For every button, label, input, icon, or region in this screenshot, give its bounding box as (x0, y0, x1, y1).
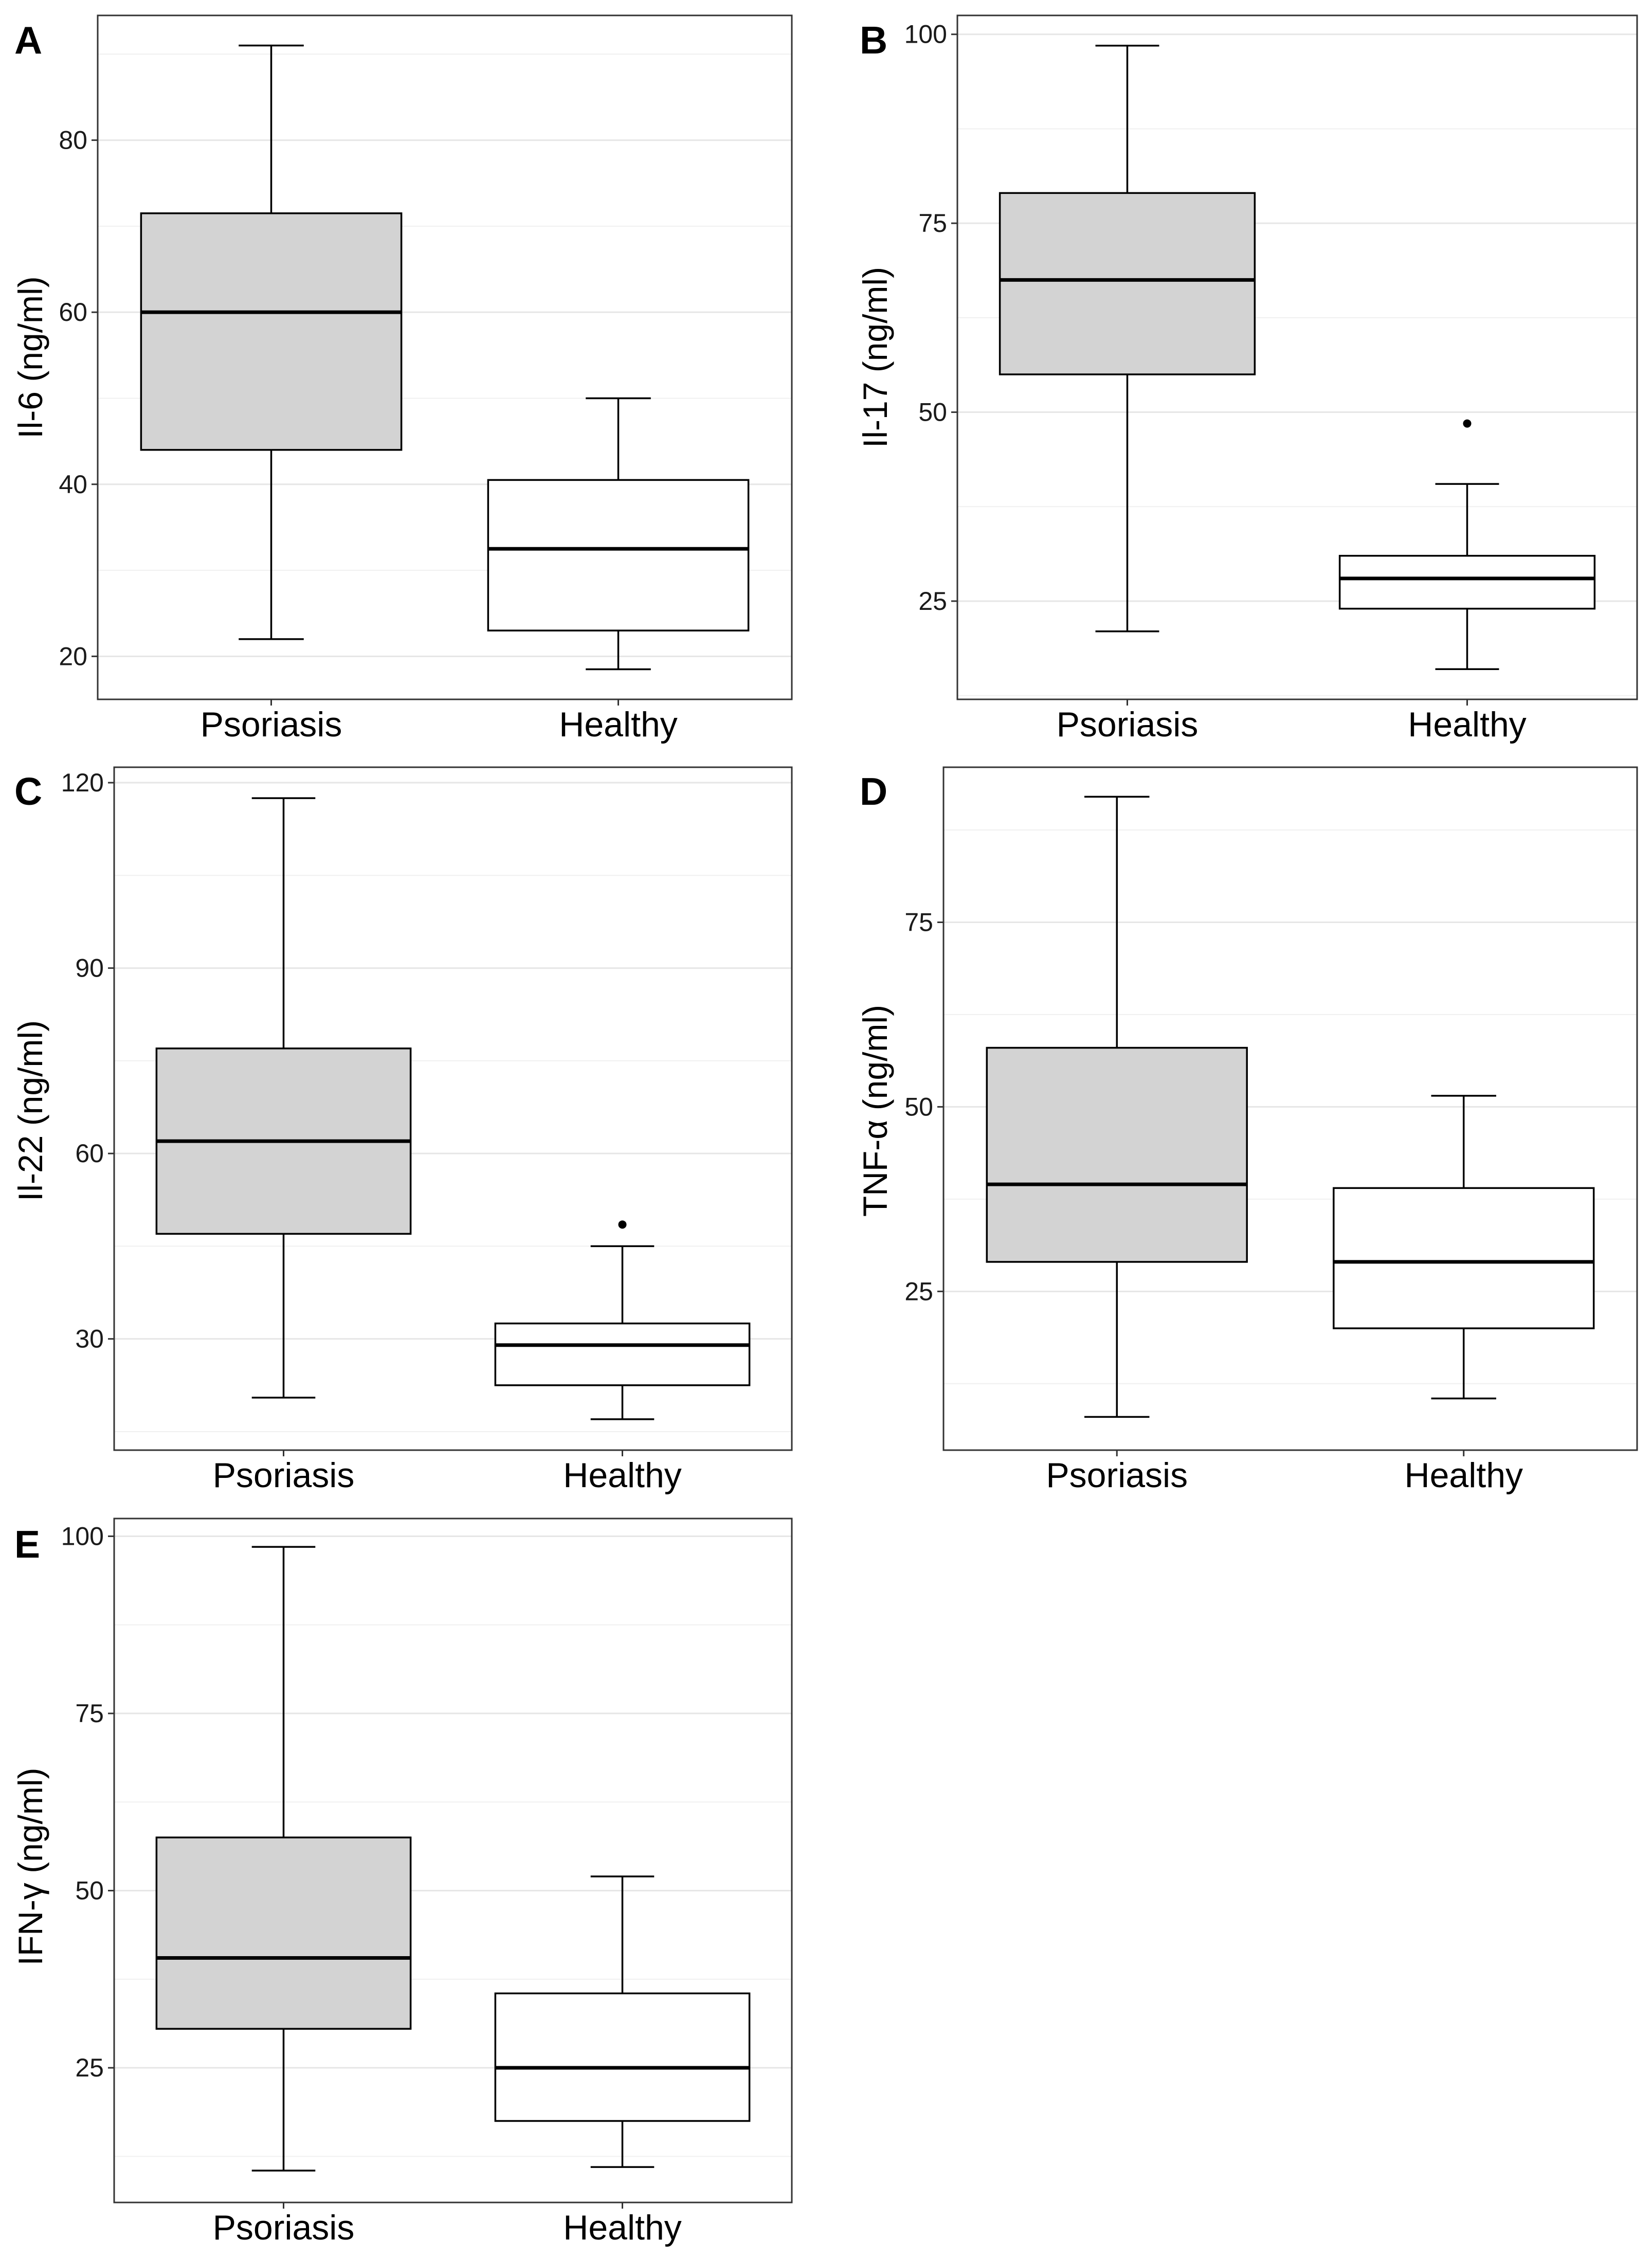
outlier-point (618, 1220, 627, 1229)
x-category-label: Healthy (563, 1456, 682, 1495)
y-axis-title: Il-22 (ng/ml) (11, 1020, 49, 1201)
y-tick-label: 80 (59, 126, 87, 155)
x-category-label: Psoriasis (213, 1456, 355, 1495)
panel-e: E IFN-γ (ng/ml) 25 50 75 100 Psoriasis Health… (11, 1518, 793, 2247)
y-tick-label: 90 (75, 954, 104, 983)
panel-letter-d: D (860, 770, 887, 813)
iqr-box (1338, 555, 1596, 610)
y-tick-label: 75 (904, 908, 933, 936)
iqr-box (487, 479, 750, 631)
panel-c: C Il-22 (ng/ml) 30 60 90 120 Psoriasis Health… (11, 766, 793, 1495)
iqr-box (986, 1046, 1248, 1263)
box-psoriasis (155, 1546, 412, 2172)
panel-b: B Il-17 (ng/ml) 25 50 75 100 Psoriasis Health… (856, 14, 1638, 744)
iqr-box (999, 192, 1256, 375)
y-tick-label: 25 (75, 2053, 104, 2082)
y-axis-title: Il-6 (ng/ml) (11, 276, 49, 438)
outlier-point (1463, 419, 1472, 428)
box-healthy (494, 1220, 751, 1420)
x-category-label: Psoriasis (1057, 705, 1199, 744)
y-axis-title: IFN-γ (ng/ml) (11, 1768, 49, 1966)
box-healthy (487, 397, 750, 671)
y-tick-label: 120 (61, 768, 104, 797)
y-tick-label: 50 (904, 1092, 933, 1121)
y-tick-label: 25 (904, 1277, 933, 1306)
iqr-box (140, 212, 403, 451)
iqr-box (155, 1836, 412, 2030)
y-tick-label: 60 (59, 298, 87, 327)
panel-letter-e: E (14, 1523, 40, 1566)
box-psoriasis (986, 796, 1248, 1418)
y-tick-label: 30 (75, 1325, 104, 1353)
plot-frame (97, 14, 793, 700)
plot-frame (942, 766, 1638, 1451)
box-psoriasis (155, 797, 412, 1399)
box-psoriasis (999, 45, 1256, 633)
y-tick-label: 20 (59, 642, 87, 671)
y-tick-label: 75 (918, 209, 947, 238)
box-healthy (494, 1875, 751, 2168)
box-psoriasis (140, 44, 403, 640)
y-tick-label: 75 (75, 1699, 104, 1728)
y-tick-label: 40 (59, 470, 87, 499)
panel-letter-b: B (860, 19, 887, 62)
x-category-label: Healthy (559, 705, 678, 744)
y-tick-label: 50 (918, 398, 947, 427)
x-category-label: Psoriasis (213, 2208, 355, 2247)
x-category-label: Healthy (563, 2208, 682, 2247)
y-tick-label: 50 (75, 1876, 104, 1905)
y-axis-title: Il-17 (ng/ml) (856, 267, 894, 448)
panel-letter-a: A (14, 19, 42, 62)
plot-frame (113, 1518, 793, 2203)
y-tick-label: 60 (75, 1139, 104, 1168)
panel-letter-c: C (14, 770, 42, 813)
plot-frame (113, 766, 793, 1451)
y-tick-label: 100 (904, 20, 947, 49)
panel-a: A Il-6 (ng/ml) 20 40 60 80 Psoriasis Healthy (11, 14, 793, 744)
y-tick-label: 25 (918, 587, 947, 616)
iqr-box (494, 1992, 751, 2122)
box-healthy (1333, 1095, 1595, 1400)
x-category-label: Healthy (1404, 1456, 1523, 1495)
x-category-label: Psoriasis (1046, 1456, 1188, 1495)
box-healthy (1338, 419, 1596, 670)
y-tick-label: 100 (61, 1522, 104, 1550)
y-axis-title: TNF-α (ng/ml) (856, 1005, 894, 1217)
plot-frame (956, 14, 1638, 700)
panel-d: D TNF-α (ng/ml) 25 50 75 Psoriasis Healthy (856, 766, 1638, 1495)
x-category-label: Healthy (1408, 705, 1527, 744)
iqr-box (494, 1322, 751, 1386)
x-category-label: Psoriasis (201, 705, 342, 744)
iqr-box (1333, 1187, 1595, 1329)
